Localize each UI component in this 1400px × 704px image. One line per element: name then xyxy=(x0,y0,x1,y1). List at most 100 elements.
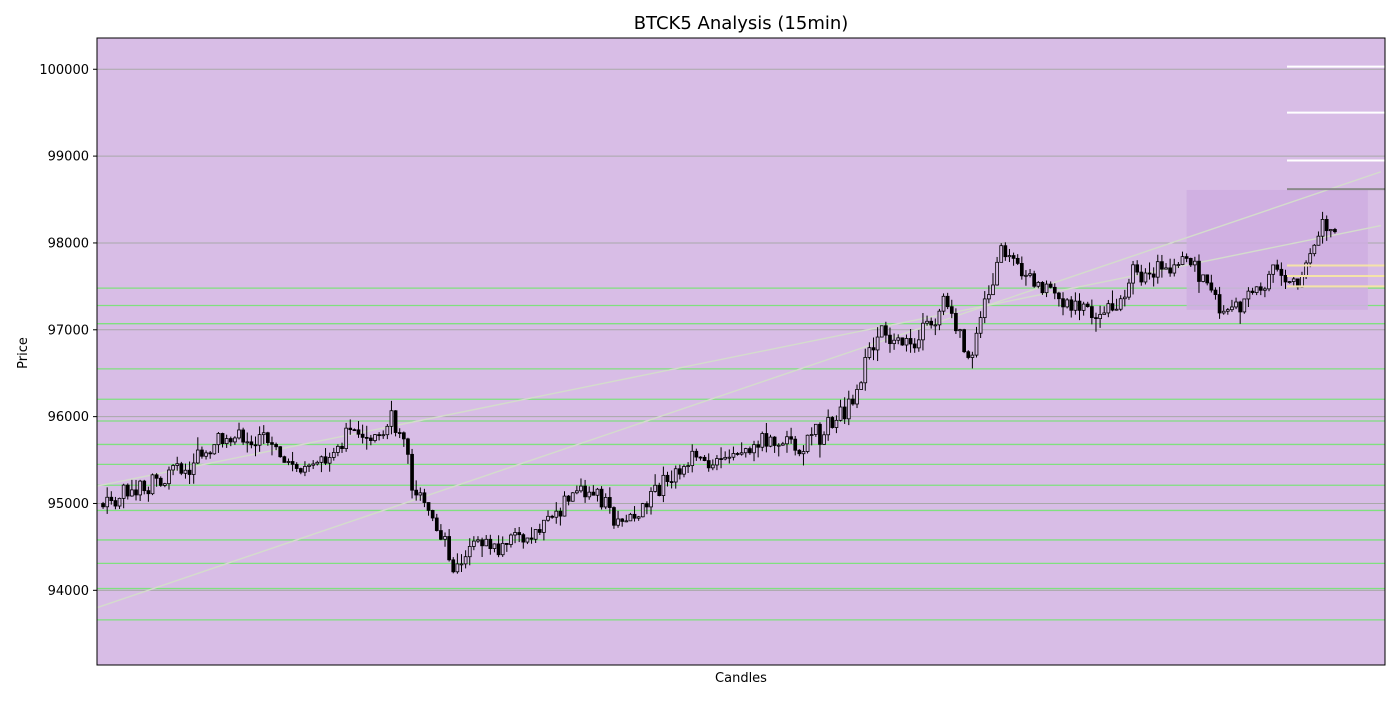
candle xyxy=(521,533,526,549)
candle xyxy=(101,501,105,509)
candle-body xyxy=(142,480,147,492)
candle xyxy=(1263,286,1267,298)
candle-body xyxy=(673,468,678,483)
candle xyxy=(1003,242,1008,261)
candle-body xyxy=(645,503,649,508)
candle xyxy=(504,542,509,552)
candle xyxy=(962,328,966,354)
y-tick-label: 96000 xyxy=(48,410,89,425)
candle-body xyxy=(846,398,851,420)
candle-body xyxy=(237,429,241,439)
candle xyxy=(1061,292,1065,316)
candle-body xyxy=(1316,235,1321,246)
candle-body xyxy=(439,530,443,540)
candle-body xyxy=(978,317,983,334)
candle-body xyxy=(710,464,715,469)
candle-body xyxy=(760,433,765,448)
candle xyxy=(719,447,723,469)
candle xyxy=(789,427,793,444)
candle-body xyxy=(1118,298,1123,310)
candle xyxy=(377,432,381,441)
candle xyxy=(1275,259,1280,272)
candle xyxy=(842,397,847,424)
candle xyxy=(908,328,913,353)
candle xyxy=(748,446,752,455)
candle-body xyxy=(682,466,686,475)
candle-body xyxy=(591,491,596,496)
candle xyxy=(163,482,167,488)
candle-body xyxy=(1015,257,1020,264)
candle xyxy=(1279,262,1284,286)
candle xyxy=(1048,281,1053,289)
candle-body xyxy=(1155,261,1160,278)
candle-body xyxy=(620,518,625,522)
candle xyxy=(929,317,934,329)
candle xyxy=(397,428,402,439)
candle xyxy=(414,480,419,501)
candle xyxy=(562,491,567,517)
candle-body xyxy=(1263,288,1267,291)
candle xyxy=(500,536,505,557)
candle xyxy=(1073,292,1078,315)
candle xyxy=(900,337,905,346)
candle-body xyxy=(719,458,723,460)
candle xyxy=(550,514,554,519)
candle-body xyxy=(377,434,381,437)
candle xyxy=(233,436,237,445)
candle xyxy=(970,351,975,369)
candle-body xyxy=(916,339,921,349)
candle-body xyxy=(484,538,489,547)
candle-body xyxy=(892,339,896,345)
candle-body xyxy=(1122,296,1127,300)
candle xyxy=(484,535,489,547)
candle xyxy=(1065,298,1069,309)
candle-body xyxy=(1147,272,1152,275)
candle-body xyxy=(344,427,348,450)
candle xyxy=(624,514,629,523)
candle xyxy=(150,473,155,496)
candle-body xyxy=(1197,260,1201,282)
candle-body xyxy=(624,520,629,523)
candle-body xyxy=(1090,306,1094,319)
candle xyxy=(1230,299,1234,312)
candle-body xyxy=(1209,282,1214,291)
candle xyxy=(430,509,435,522)
candle xyxy=(1143,268,1148,285)
candle-body xyxy=(191,462,196,475)
candle xyxy=(109,491,114,505)
candle-body xyxy=(1003,245,1008,258)
candle-body xyxy=(356,429,361,435)
candle xyxy=(591,485,596,496)
candle-body xyxy=(179,463,184,474)
candle-body xyxy=(1287,281,1292,283)
candle-body xyxy=(789,436,793,440)
candle xyxy=(583,479,587,503)
candle xyxy=(463,550,468,569)
candle xyxy=(492,543,497,553)
candle-body xyxy=(1184,256,1189,259)
candle xyxy=(1287,281,1292,284)
candle-body xyxy=(987,294,991,300)
candle-body xyxy=(224,438,229,445)
candle-body xyxy=(1131,264,1135,284)
candle xyxy=(1164,263,1168,270)
candle-body xyxy=(307,464,311,467)
candle xyxy=(1238,300,1243,324)
candle xyxy=(344,422,348,452)
candle-body xyxy=(1238,301,1243,313)
candle-body xyxy=(352,429,357,432)
candle xyxy=(130,479,134,497)
candle xyxy=(1019,256,1024,280)
candle-body xyxy=(117,497,122,507)
target-levels xyxy=(1287,65,1385,288)
candle xyxy=(410,448,414,499)
candle xyxy=(537,523,542,536)
candle xyxy=(776,443,781,457)
candle xyxy=(134,479,138,501)
candle-body xyxy=(678,468,682,475)
candle-body xyxy=(290,461,295,465)
candle xyxy=(245,432,250,453)
candle xyxy=(1135,260,1140,276)
candle-body xyxy=(331,452,336,458)
candle xyxy=(389,400,394,435)
